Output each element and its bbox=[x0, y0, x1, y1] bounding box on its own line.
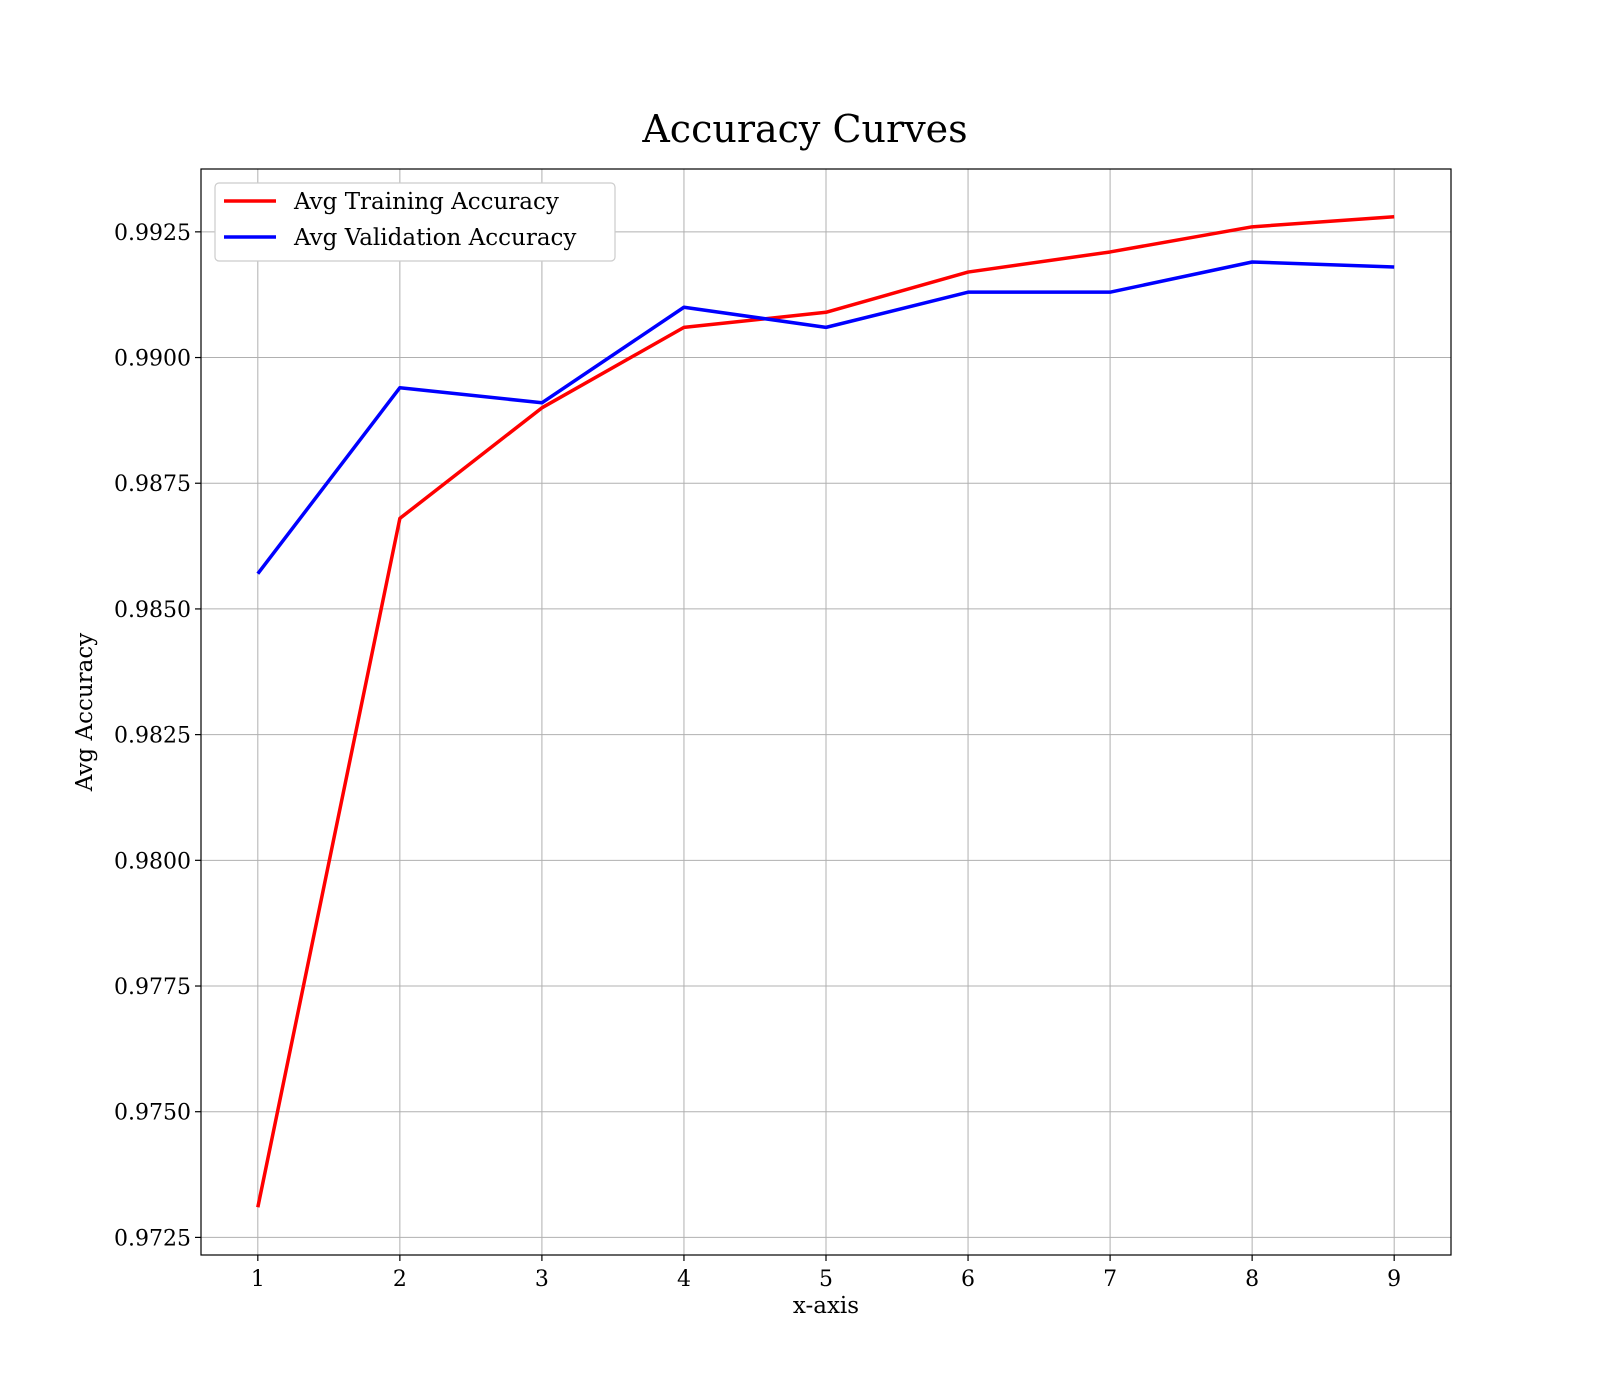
y-tick-label: 0.9850 bbox=[114, 598, 191, 623]
y-tick-label: 0.9725 bbox=[114, 1226, 191, 1251]
legend-label-validation: Avg Validation Accuracy bbox=[293, 225, 576, 251]
chart-title: Accuracy Curves bbox=[641, 107, 967, 151]
x-tick-label: 9 bbox=[1387, 1267, 1401, 1292]
y-tick-label: 0.9900 bbox=[114, 347, 191, 372]
x-axis-label: x-axis bbox=[793, 1293, 859, 1319]
y-tick-label: 0.9800 bbox=[114, 849, 191, 874]
y-tick-label: 0.9775 bbox=[114, 975, 191, 1000]
legend-box bbox=[214, 182, 616, 262]
x-tick-label: 2 bbox=[393, 1267, 407, 1292]
x-tick-label: 5 bbox=[819, 1267, 833, 1292]
x-tick-label: 3 bbox=[535, 1267, 549, 1292]
y-axis-label: Avg Accuracy bbox=[72, 633, 98, 792]
y-tick-label: 0.9750 bbox=[114, 1101, 191, 1126]
y-tick-label: 0.9925 bbox=[114, 221, 191, 246]
x-tick-label: 6 bbox=[961, 1267, 975, 1292]
x-tick-label: 8 bbox=[1245, 1267, 1259, 1292]
y-tick-label: 0.9875 bbox=[114, 472, 191, 497]
series-lines bbox=[256, 215, 1395, 1208]
validation-accuracy-line bbox=[256, 260, 1395, 575]
legend-label-training: Avg Training Accuracy bbox=[293, 189, 559, 215]
axis-ticks: 1 2 3 4 5 6 7 8 9 0.9725 0.9750 0.9775 0.9800 0.9825 0… bbox=[114, 221, 1401, 1292]
legend: Avg Training Accuracy Avg Validation Acc… bbox=[214, 182, 616, 262]
grid bbox=[201, 169, 1451, 1255]
x-tick-label: 4 bbox=[677, 1267, 691, 1292]
training-accuracy-line bbox=[256, 215, 1395, 1208]
x-tick-label: 7 bbox=[1103, 1267, 1117, 1292]
y-tick-label: 0.9825 bbox=[114, 724, 191, 749]
x-tick-label: 1 bbox=[251, 1267, 265, 1292]
